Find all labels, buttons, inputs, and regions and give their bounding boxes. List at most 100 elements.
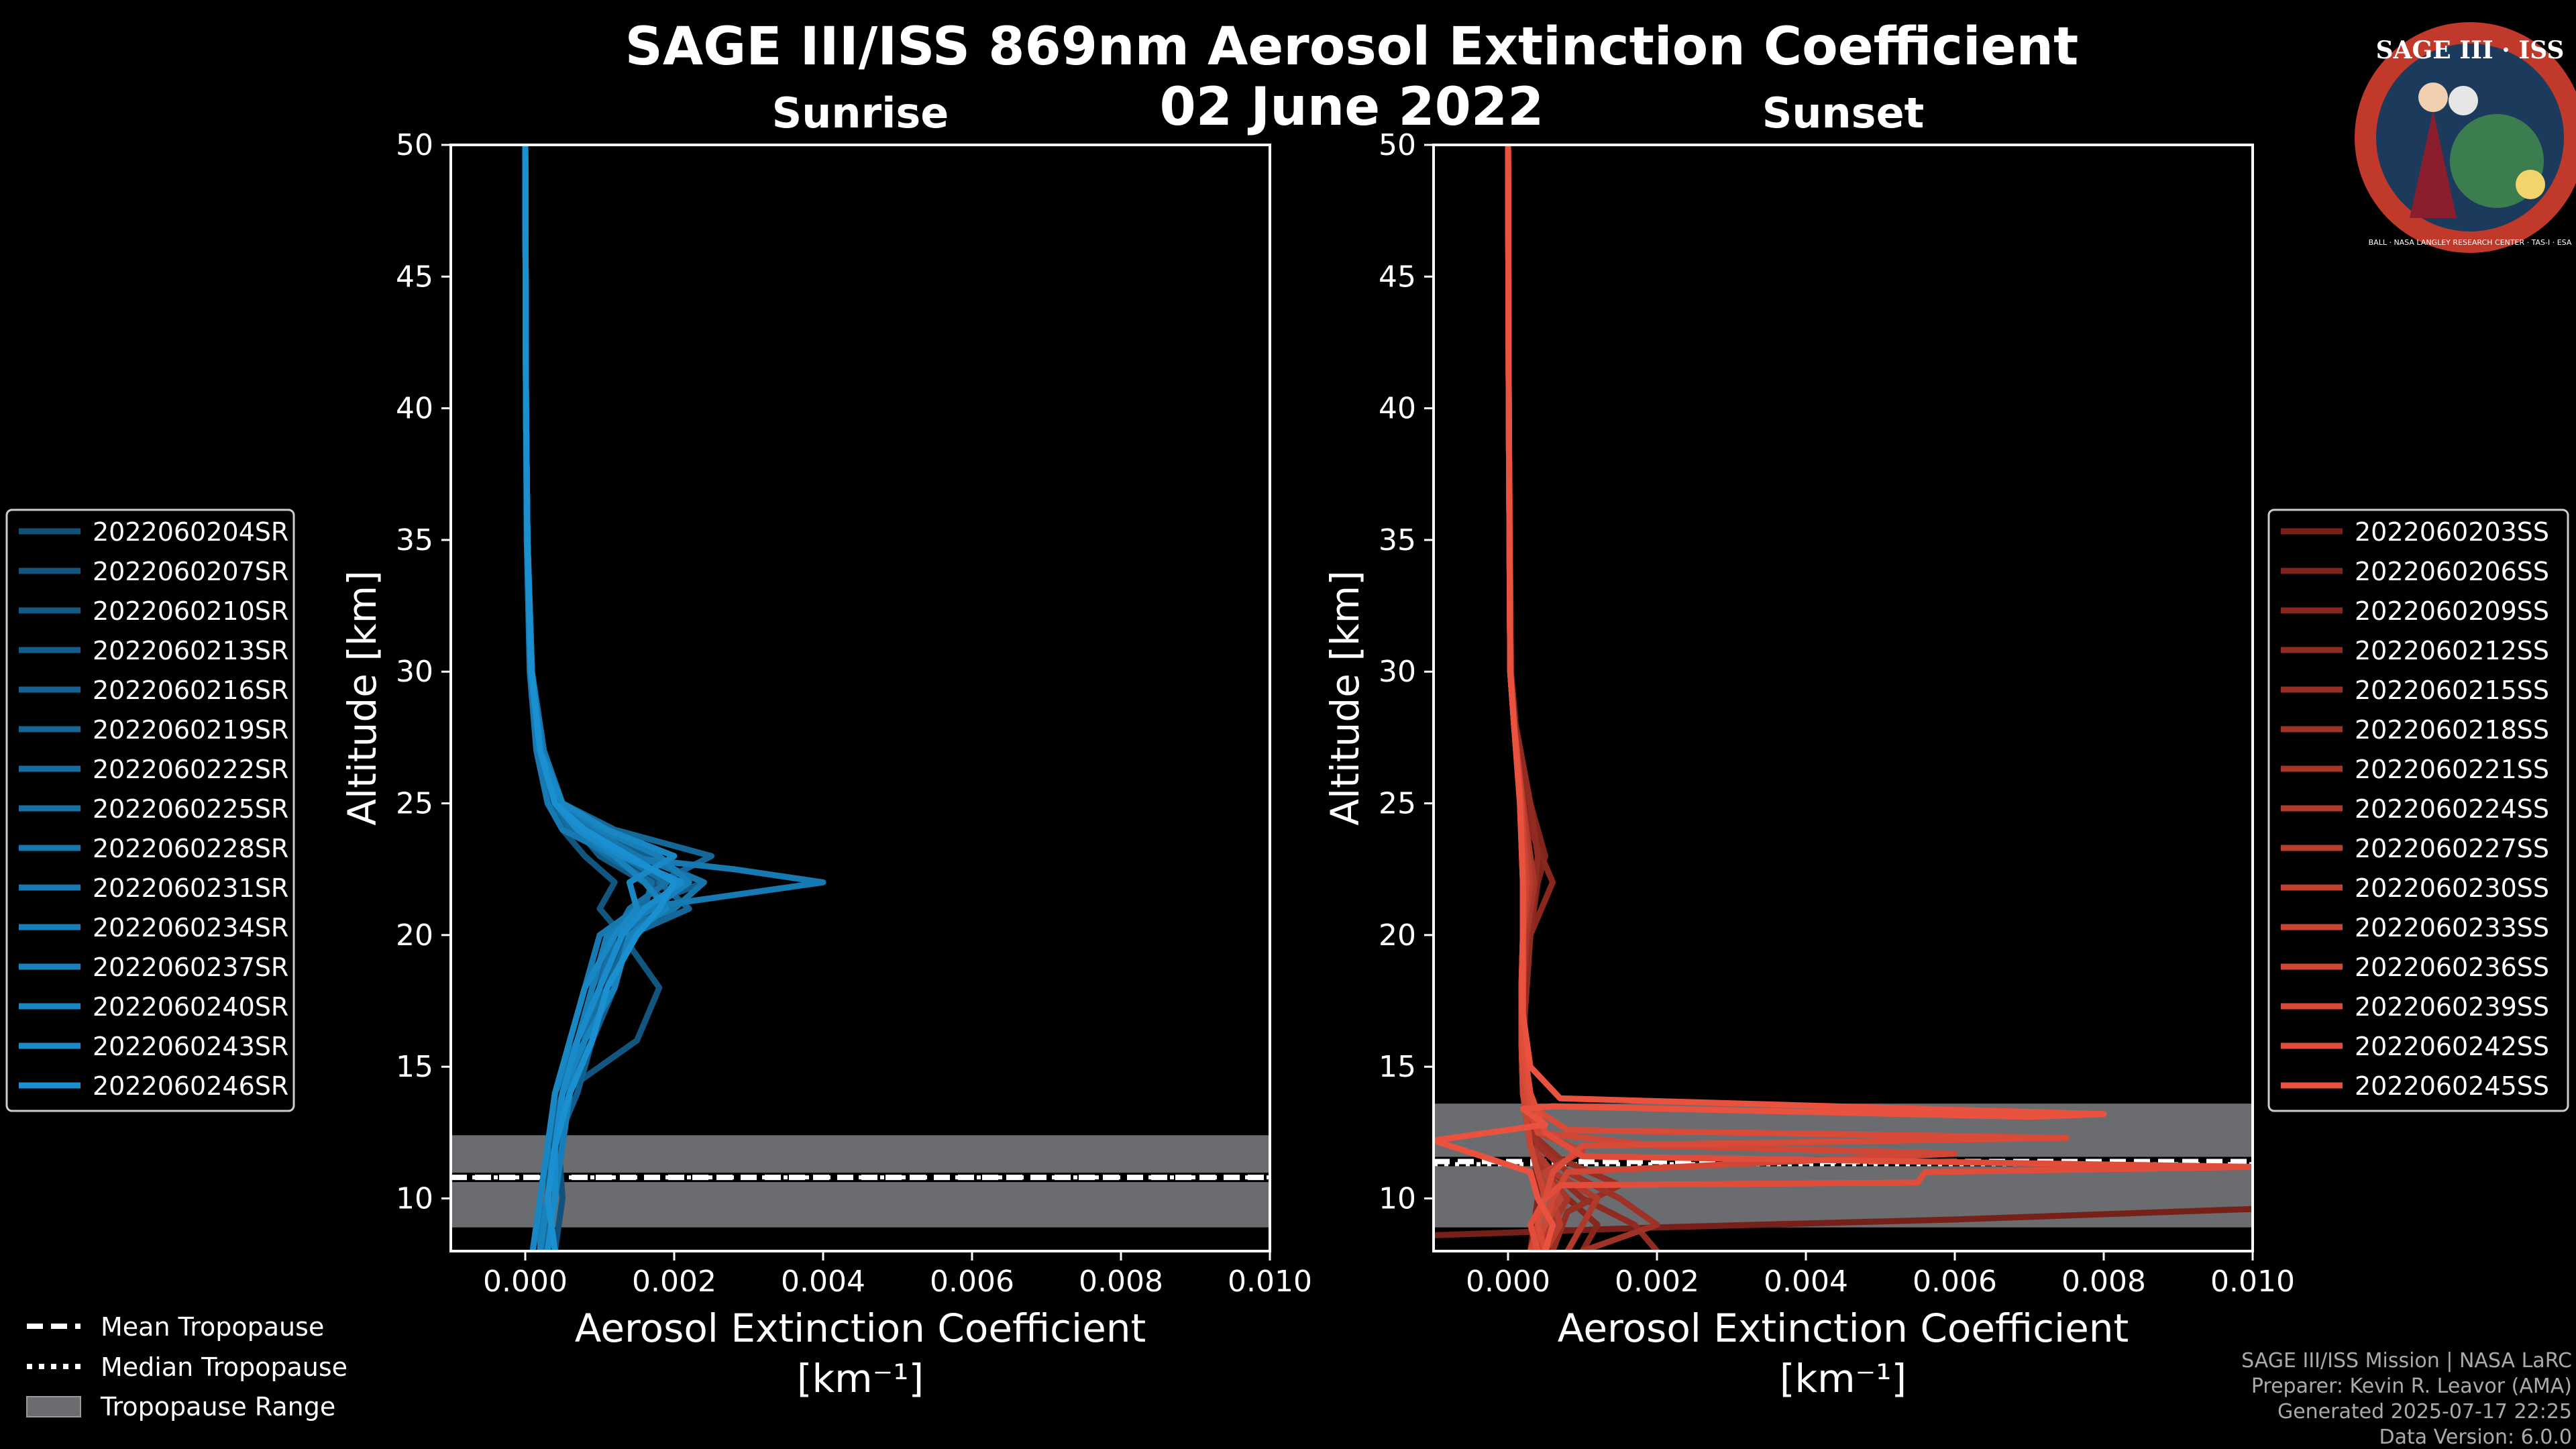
panel1-legend-label-2022060203SS: 2022060203SS [2355,517,2549,547]
panel1-xtick-label-0.006: 0.006 [1913,1265,1997,1299]
panel0-title: Sunrise [772,89,949,138]
panel1-legend-label-2022060233SS: 2022060233SS [2355,913,2549,943]
logo-sun [2516,170,2545,199]
footer-line-1: SAGE III/ISS Mission | NASA LaRC [2241,1349,2572,1373]
panel1-xlabel: Aerosol Extinction Coefficient [1558,1305,2129,1351]
logo-ring-text: BALL · NASA LANGLEY RESEARCH CENTER · TA… [2369,238,2572,247]
footer-line-2: Preparer: Kevin R. Leavor (AMA) [2251,1375,2572,1398]
panel1-legend-label-2022060236SS: 2022060236SS [2355,953,2549,982]
panel1-ytick-label-10: 10 [1379,1181,1416,1216]
panel1-legend-label-2022060212SS: 2022060212SS [2355,636,2549,665]
panel1-ytick-label-25: 25 [1379,787,1416,821]
panel0-legend-label-2022060213SR: 2022060213SR [93,636,288,665]
panel0-legend-label-2022060237SR: 2022060237SR [93,953,288,982]
panel0-ytick-label-15: 15 [396,1050,433,1084]
panel0-xtick-label-0.002: 0.002 [632,1265,716,1299]
panel1-legend-label-2022060230SS: 2022060230SS [2355,873,2549,903]
panel0-xtick-label-0.004: 0.004 [781,1265,865,1299]
panel0-xlabel-unit: [km⁻¹] [797,1356,924,1401]
panel1-ytick-label-20: 20 [1379,918,1416,953]
panel1-ytick-label-35: 35 [1379,523,1416,557]
panel1-legend-label-2022060215SS: 2022060215SS [2355,676,2549,705]
panel0-xtick-label-0.006: 0.006 [930,1265,1014,1299]
sage-logo: SAGE III · ISS BALL · NASA LANGLEY RESEA… [2355,22,2576,253]
figure-title: SAGE III/ISS 869nm Aerosol Extinction Co… [625,17,2079,77]
panel0-legend-label-2022060228SR: 2022060228SR [93,834,288,863]
tropopause-legend: Mean Tropopause Median Tropopause Tropop… [26,1312,347,1421]
panel0-legend-label-2022060243SR: 2022060243SR [93,1032,288,1061]
panel1-ytick-label-45: 45 [1379,260,1416,294]
panel0-series-2022060246SR [522,145,678,1251]
panel0-ytick-label-25: 25 [396,787,433,821]
panel1-legend-label-2022060242SS: 2022060242SS [2355,1032,2549,1061]
panel1-legend-label-2022060227SS: 2022060227SS [2355,834,2549,863]
panel1-xtick-label-0.002: 0.002 [1615,1265,1699,1299]
tropopause-range-label: Tropopause Range [100,1392,335,1421]
panel1-axes-frame [1432,144,2254,1252]
panel1-legend-label-2022060218SS: 2022060218SS [2355,715,2549,745]
axes-sunset: 10 15 20 25 30 35 40 45 50 0.000 0.002 0.004 0.006 0.… [1322,89,2569,1401]
panel1-legend-label-2022060224SS: 2022060224SS [2355,794,2549,824]
panel0-ytick-label-35: 35 [396,523,433,557]
panel0-legend-label-2022060216SR: 2022060216SR [93,676,288,705]
panel0-legend-label-2022060204SR: 2022060204SR [93,517,288,547]
figure-date: 02 June 2022 [1160,77,1544,138]
mean-tropopause-label: Mean Tropopause [101,1312,324,1342]
panel0-axes-frame [449,144,1271,1252]
panel1-series-2022060245SS [1434,145,2107,1251]
panel1-legend-label-2022060239SS: 2022060239SS [2355,992,2549,1022]
panel0-ylabel: Altitude [km] [339,570,385,825]
logo-moon [2449,86,2478,115]
panel0-ytick-label-20: 20 [396,918,433,953]
axes-sunrise: 10 15 20 25 30 35 40 45 50 0.000 0.002 0.004 0.006 0.… [5,89,1312,1401]
panel0-legend-box [5,508,295,1112]
panel0-legend-label-2022060246SR: 2022060246SR [93,1071,288,1101]
panel1-legend-label-2022060206SS: 2022060206SS [2355,557,2549,586]
panel0-legend-label-2022060219SR: 2022060219SR [93,715,288,745]
panel0-ytick-label-50: 50 [396,128,433,162]
logo-figure [2410,111,2457,218]
footer: SAGE III/ISS Mission | NASA LaRC Prepare… [2241,1349,2572,1449]
panel1-legend-label-2022060221SS: 2022060221SS [2355,755,2549,784]
panel1-ytick-label-40: 40 [1379,392,1416,426]
panel0-legend: 2022060204SR 2022060207SR 2022060210SR 2022… [5,508,295,1112]
panel0-legend-label-2022060207SR: 2022060207SR [93,557,288,586]
median-tropopause-label: Median Tropopause [101,1352,347,1382]
logo-figure-head [2418,83,2448,112]
panel1-xtick-label-0: 0.000 [1466,1265,1550,1299]
panel1-ytick-label-30: 30 [1379,655,1416,689]
panel1-ytick-label-15: 15 [1379,1050,1416,1084]
panel0-xtick-label-0: 0.000 [483,1265,568,1299]
panel1-legend-box [2267,508,2569,1112]
panel0-legend-label-2022060240SR: 2022060240SR [93,992,288,1022]
panel0-ytick-label-40: 40 [396,392,433,426]
panel0-ytick-label-10: 10 [396,1181,433,1216]
footer-line-3: Generated 2025-07-17 22:25 [2277,1400,2572,1424]
panel0-xlabel: Aerosol Extinction Coefficient [575,1305,1146,1351]
panel0-xtick-label-0.01: 0.010 [1228,1265,1312,1299]
plots-layer: 10 15 20 25 30 35 40 45 50 0.000 0.002 0.004 0.006 0.… [5,89,2569,1401]
panel1-title: Sunset [1762,89,1925,138]
tropopause-range-swatch [26,1396,81,1417]
panel1-ytick-label-50: 50 [1379,128,1416,162]
logo-text: SAGE III · ISS [2376,36,2565,64]
panel1-xlabel-unit: [km⁻¹] [1780,1356,1907,1401]
footer-line-4: Data Version: 6.0.0 [2379,1426,2572,1449]
panel0-xtick-label-0.008: 0.008 [1079,1265,1163,1299]
panel1-legend-label-2022060245SS: 2022060245SS [2355,1071,2549,1101]
panel0-legend-label-2022060234SR: 2022060234SR [93,913,288,943]
panel1-xtick-label-0.004: 0.004 [1764,1265,1848,1299]
panel1-xtick-label-0.01: 0.010 [2210,1265,2295,1299]
panel0-ytick-label-45: 45 [396,260,433,294]
panel0-legend-label-2022060225SR: 2022060225SR [93,794,288,824]
panel1-legend-label-2022060209SS: 2022060209SS [2355,596,2549,626]
panel0-legend-label-2022060222SR: 2022060222SR [93,755,288,784]
panel1-xtick-label-0.008: 0.008 [2061,1265,2146,1299]
panel1-legend: 2022060203SS 2022060206SS 2022060209SS 2022… [2267,508,2569,1112]
panel0-ytick-label-30: 30 [396,655,433,689]
panel0-legend-label-2022060231SR: 2022060231SR [93,873,288,903]
panel0-legend-label-2022060210SR: 2022060210SR [93,596,288,626]
panel1-ylabel: Altitude [km] [1322,570,1368,825]
